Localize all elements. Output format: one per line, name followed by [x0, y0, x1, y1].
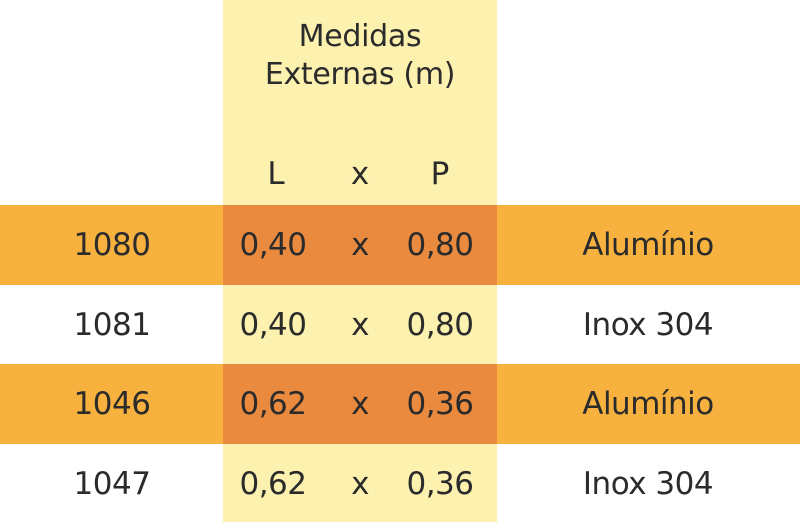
width-value: 0,62 — [239, 386, 307, 422]
product-code: 1046 — [73, 386, 151, 422]
measures-header: Medidas Externas (m) — [223, 18, 497, 94]
times-sign: x — [351, 307, 369, 343]
width-value: 0,62 — [239, 466, 307, 502]
table-row: 1047 0,62 x 0,36 Inox 304 — [0, 444, 800, 524]
product-code: 1081 — [73, 307, 151, 343]
width-value: 0,40 — [239, 307, 307, 343]
width-value: 0,40 — [239, 227, 307, 263]
depth-value: 0,36 — [406, 386, 474, 422]
material: Inox 304 — [582, 466, 714, 502]
table-row: 1046 0,62 x 0,36 Alumínio — [0, 364, 800, 444]
times-sign: x — [351, 227, 369, 263]
measure-cell-highlight — [223, 364, 497, 444]
product-code: 1080 — [73, 227, 151, 263]
header-title-line2: Externas (m) — [264, 57, 456, 92]
measure-cell-highlight — [223, 205, 497, 285]
table-row: 1081 0,40 x 0,80 Inox 304 — [0, 285, 800, 365]
header-col-l: L — [267, 156, 285, 192]
header-title-line1: Medidas — [298, 19, 422, 54]
times-sign: x — [351, 466, 369, 502]
material: Alumínio — [582, 227, 714, 263]
header-col-x: x — [350, 156, 370, 192]
header-col-p: P — [430, 156, 450, 192]
material: Alumínio — [582, 386, 714, 422]
depth-value: 0,80 — [406, 227, 474, 263]
times-sign: x — [351, 386, 369, 422]
material: Inox 304 — [582, 307, 714, 343]
product-code: 1047 — [73, 466, 151, 502]
depth-value: 0,36 — [406, 466, 474, 502]
table-row: 1080 0,40 x 0,80 Alumínio — [0, 205, 800, 285]
depth-value: 0,80 — [406, 307, 474, 343]
